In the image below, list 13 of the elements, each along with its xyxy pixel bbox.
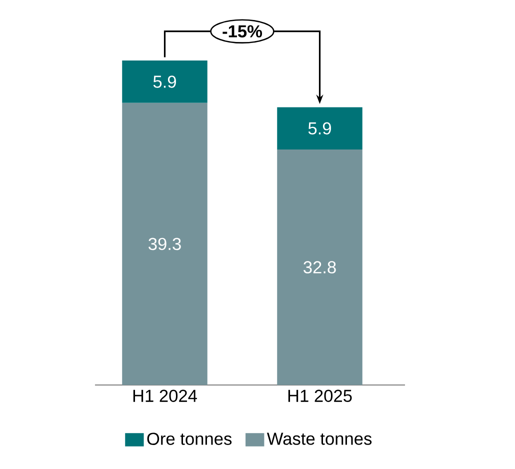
bar: [122, 60, 208, 103]
x-tick-label: H1 2025: [288, 390, 352, 402]
legend-label: Waste tonnes: [266, 432, 372, 445]
bar: [277, 150, 362, 385]
data-label: 5.9: [308, 122, 331, 135]
legend-label: Ore tonnes: [147, 432, 232, 445]
data-label: 5.9: [153, 76, 176, 88]
bar: [277, 107, 362, 150]
bar: [122, 102, 208, 385]
data-label: 39.3: [148, 238, 181, 250]
data-label: 32.8: [304, 261, 336, 274]
text: -15%: [222, 25, 262, 38]
x-tick-label: H1 2024: [133, 390, 197, 402]
